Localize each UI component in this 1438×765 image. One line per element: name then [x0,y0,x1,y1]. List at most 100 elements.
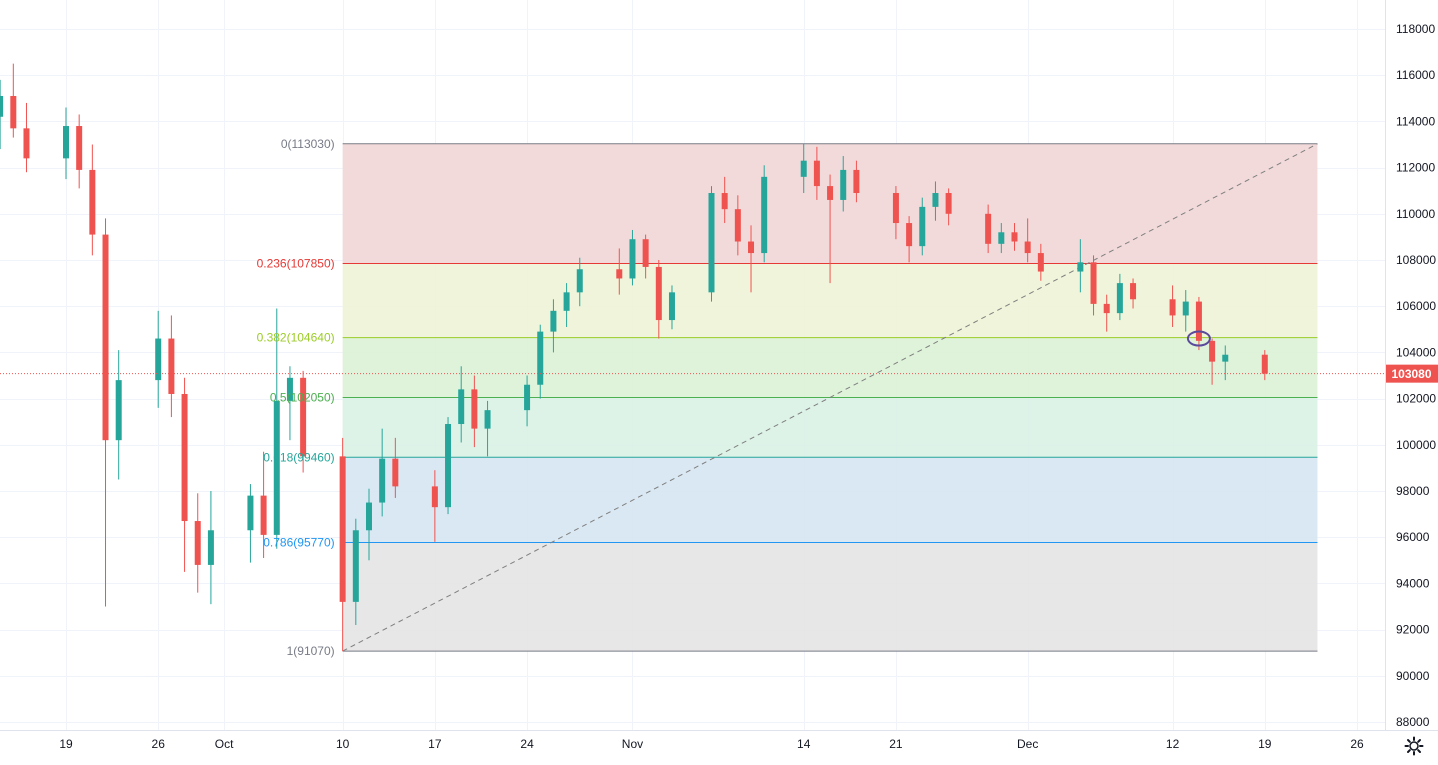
fib-level-label: 0.618(99460) [263,450,334,464]
price-tick-label: 116000 [1396,68,1435,82]
candle-body [629,239,636,279]
candle-body [1209,340,1216,362]
last-price-tag [1385,364,1438,383]
candle-body [155,338,162,381]
price-tick-label: 88000 [1396,715,1430,729]
candle-body [1222,354,1229,362]
candle-body [524,384,531,411]
candle-body [827,186,834,200]
dashed-trend-line[interactable] [342,143,1318,652]
fib-level-label: 0.5(102050) [270,390,335,404]
candle-body [708,193,715,293]
price-tick-label: 108000 [1396,253,1436,267]
fib-level-label: 1(91070) [287,644,335,658]
last-price-label: 103080 [1391,367,1431,381]
candle-body [445,424,452,508]
annotation-ellipse[interactable] [1186,330,1211,347]
price-tick-label: 98000 [1396,484,1430,498]
candle-body [616,269,623,279]
candle-body [945,193,952,214]
annotation[interactable] [1186,330,1211,347]
candles [0,63,1268,652]
candle-body [339,456,346,602]
fib-zone [342,542,1318,652]
trend-line[interactable] [342,143,1318,652]
candle-body [102,234,109,441]
candle-body [985,213,992,244]
candle-body [892,193,899,224]
time-tick-label: 19 [1258,737,1272,751]
candle-body [392,458,399,487]
price-tick-label: 112000 [1396,161,1435,175]
candle-body [1182,301,1189,316]
candle-body [932,193,939,207]
candle-body [840,169,847,200]
candle-body [1037,253,1044,272]
candle-body [800,160,807,177]
last-price: 103080 [0,364,1438,383]
price-tick-label: 94000 [1396,576,1430,590]
fib-zone [342,457,1318,543]
candle-body [0,95,4,117]
candle-body [23,128,30,159]
fib-level-label: 0.786(95770) [263,536,334,550]
candle-body [365,502,372,531]
fib-level-label: 0(113030) [281,137,335,151]
time-tick-label: 14 [797,737,811,751]
time-tick-label: 17 [428,737,442,751]
time-axis[interactable]: 19 26 Oct 10 17 24 Nov 14 21 Dec 12 19 26 [59,737,1364,751]
candle-body [458,389,465,425]
candle-body [906,223,913,247]
price-tick-label: 114000 [1396,114,1435,128]
price-axis[interactable]: 88000 90000 92000 94000 96000 98000 100000 1020… [1396,22,1436,729]
fib-zone [342,337,1318,398]
time-tick-label: Oct [215,737,234,751]
candle-body [76,126,83,170]
settings-button[interactable] [1403,735,1425,757]
price-tick-label: 104000 [1396,345,1436,359]
gear-icon [1404,736,1424,756]
time-tick-label: 10 [336,737,350,751]
candle-body [1011,232,1018,242]
price-tick-label: 100000 [1396,438,1436,452]
candle-body [1261,354,1268,374]
time-tick-label: Nov [622,737,643,751]
candle-body [89,169,96,235]
time-tick-label: 24 [520,737,534,751]
time-tick-label: 26 [152,737,166,751]
candle-body [1103,303,1110,314]
fib-labels: 0(113030) 0.236(107850) 0.382(104640) 0.5(1… [257,137,335,658]
candle-body [1024,241,1031,254]
candle-body [537,331,544,385]
price-tick-label: 102000 [1396,392,1436,406]
price-tick-label: 118000 [1396,22,1435,36]
candle-body [576,269,583,293]
candle-body [484,410,491,429]
candle-body [1116,283,1123,314]
time-tick-label: 19 [59,737,73,751]
candle-body [247,495,254,531]
time-tick-label: 21 [889,737,903,751]
candle-body [273,400,280,535]
candle-body [379,458,386,503]
candle-body [563,292,570,311]
candle-body [207,530,214,565]
candle-body [471,389,478,429]
candle-body [853,169,860,194]
candle-body [550,310,557,332]
candle-body [919,206,926,247]
fib-level-label: 0.382(104640) [257,331,335,345]
candle-body [115,380,122,441]
candle-body [10,95,17,129]
price-tick-label: 106000 [1396,299,1436,313]
candle-body [1195,301,1202,341]
price-tick-label: 96000 [1396,530,1430,544]
candle-body [168,338,175,394]
candle-body [1169,299,1176,316]
candle-body [1130,283,1137,300]
candle-body [431,486,438,508]
price-tick-label: 110000 [1396,207,1435,221]
candle-body [748,241,755,254]
